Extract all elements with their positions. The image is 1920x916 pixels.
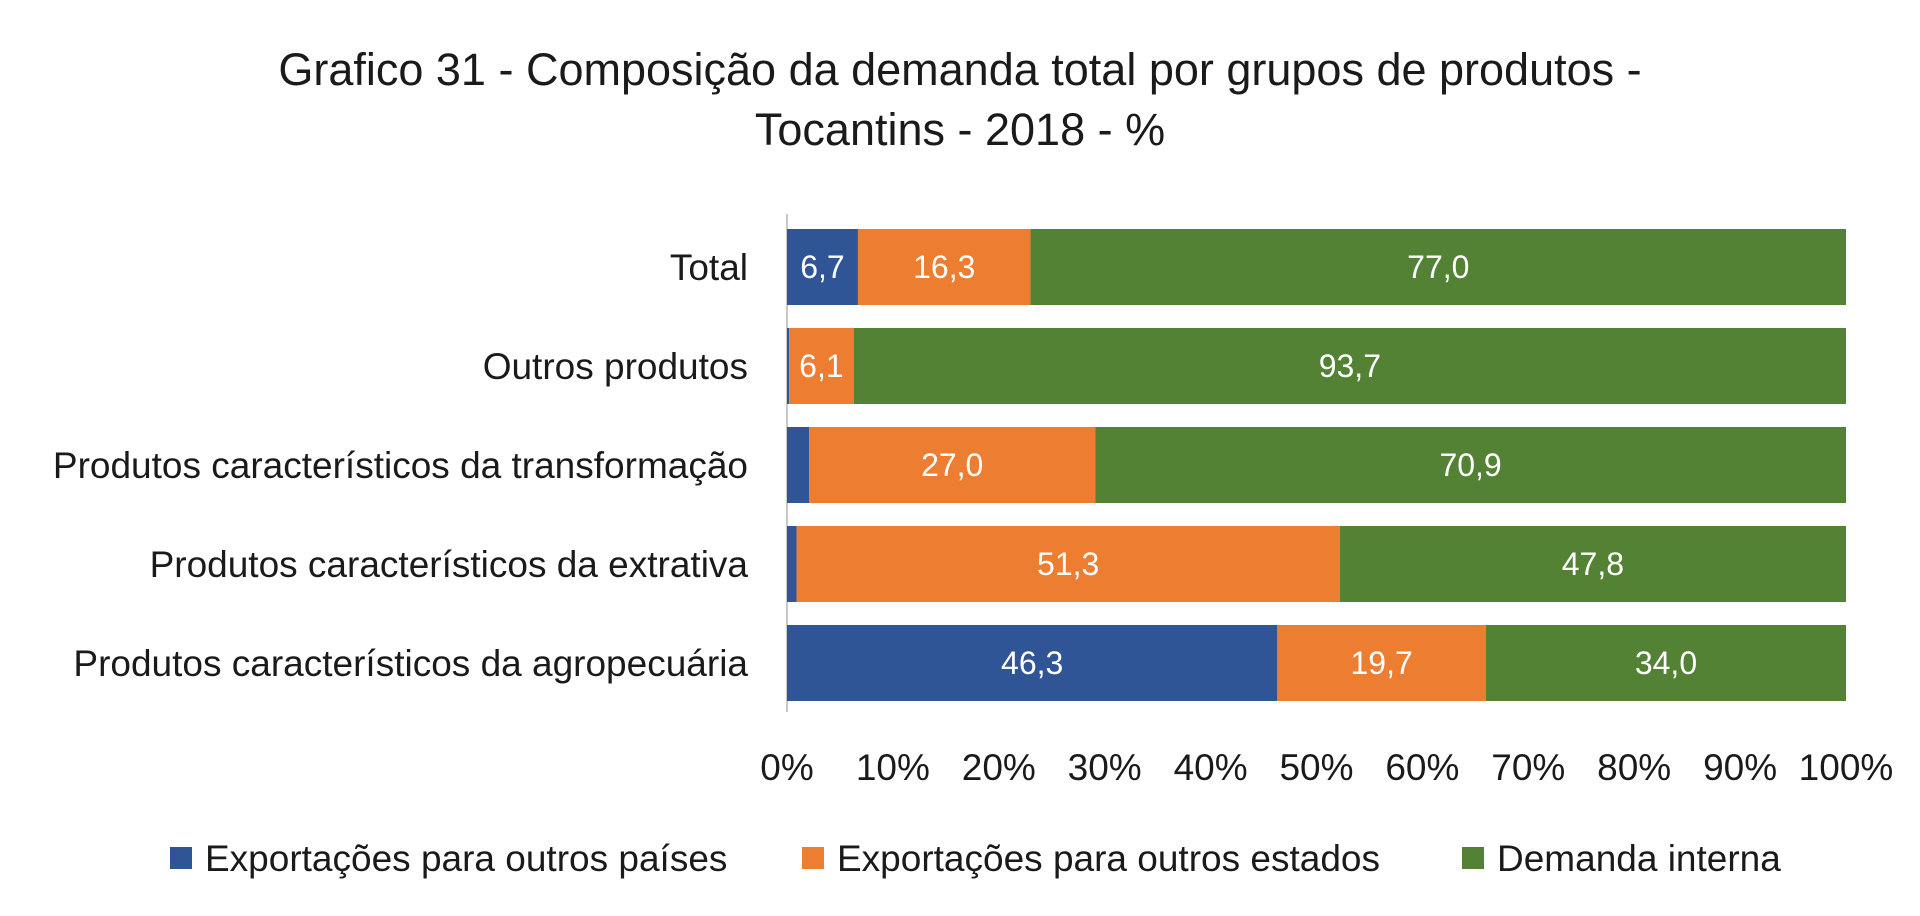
bar-segment (1030, 229, 1846, 305)
bar-segment (789, 328, 854, 404)
bar-segment (787, 328, 790, 404)
bar-segment (1339, 526, 1846, 602)
x-tick-label: 70% (1491, 747, 1565, 788)
legend-swatch (170, 847, 192, 869)
x-tick-label: 100% (1799, 747, 1894, 788)
x-tick-label: 60% (1385, 747, 1459, 788)
data-label: 6,1 (799, 348, 843, 384)
data-label: 34,0 (1635, 645, 1697, 681)
category-label: Produtos característicos da agropecuária (73, 643, 748, 684)
bar-segment (857, 229, 1031, 305)
data-label: 46,3 (1001, 645, 1063, 681)
bar-segment (787, 229, 858, 305)
bar-segment (809, 427, 1096, 503)
bar-segment (1277, 625, 1486, 701)
data-label: 51,3 (1037, 546, 1099, 582)
category-label: Outros produtos (483, 346, 748, 387)
x-tick-label: 10% (856, 747, 930, 788)
data-label: 70,9 (1439, 447, 1501, 483)
x-tick-label: 40% (1174, 747, 1248, 788)
data-label: 19,7 (1350, 645, 1412, 681)
bar-segment (1095, 427, 1846, 503)
bar-segment (796, 526, 1340, 602)
category-label: Produtos característicos da transformaçã… (53, 445, 748, 486)
category-label: Total (670, 247, 748, 288)
bar-segment (787, 526, 797, 602)
bar-segment (787, 427, 810, 503)
data-label: 47,8 (1562, 546, 1624, 582)
legend-swatch (802, 847, 824, 869)
x-tick-label: 30% (1068, 747, 1142, 788)
bar-segment (853, 328, 1846, 404)
bar-segment (787, 625, 1278, 701)
legend-label: Exportações para outros estados (837, 838, 1380, 879)
x-tick-label: 50% (1279, 747, 1353, 788)
bar-segment (1485, 625, 1846, 701)
x-tick-label: 90% (1703, 747, 1777, 788)
x-tick-label: 20% (962, 747, 1036, 788)
data-label: 93,7 (1319, 348, 1381, 384)
chart-title-line-2: Tocantins - 2018 - % (754, 104, 1166, 155)
data-label: 77,0 (1407, 249, 1469, 285)
legend-swatch (1462, 847, 1484, 869)
x-tick-label: 0% (760, 747, 813, 788)
legend-label: Exportações para outros países (205, 838, 727, 879)
chart-title: Grafico 31 - Composição da demanda total… (0, 40, 1920, 160)
data-label: 6,7 (800, 249, 844, 285)
legend-label: Demanda interna (1497, 838, 1781, 879)
data-label: 16,3 (913, 249, 975, 285)
data-label: 27,0 (921, 447, 983, 483)
chart-title-line-1: Grafico 31 - Composição da demanda total… (278, 44, 1642, 95)
category-label: Produtos característicos da extrativa (150, 544, 749, 585)
x-tick-label: 80% (1597, 747, 1671, 788)
